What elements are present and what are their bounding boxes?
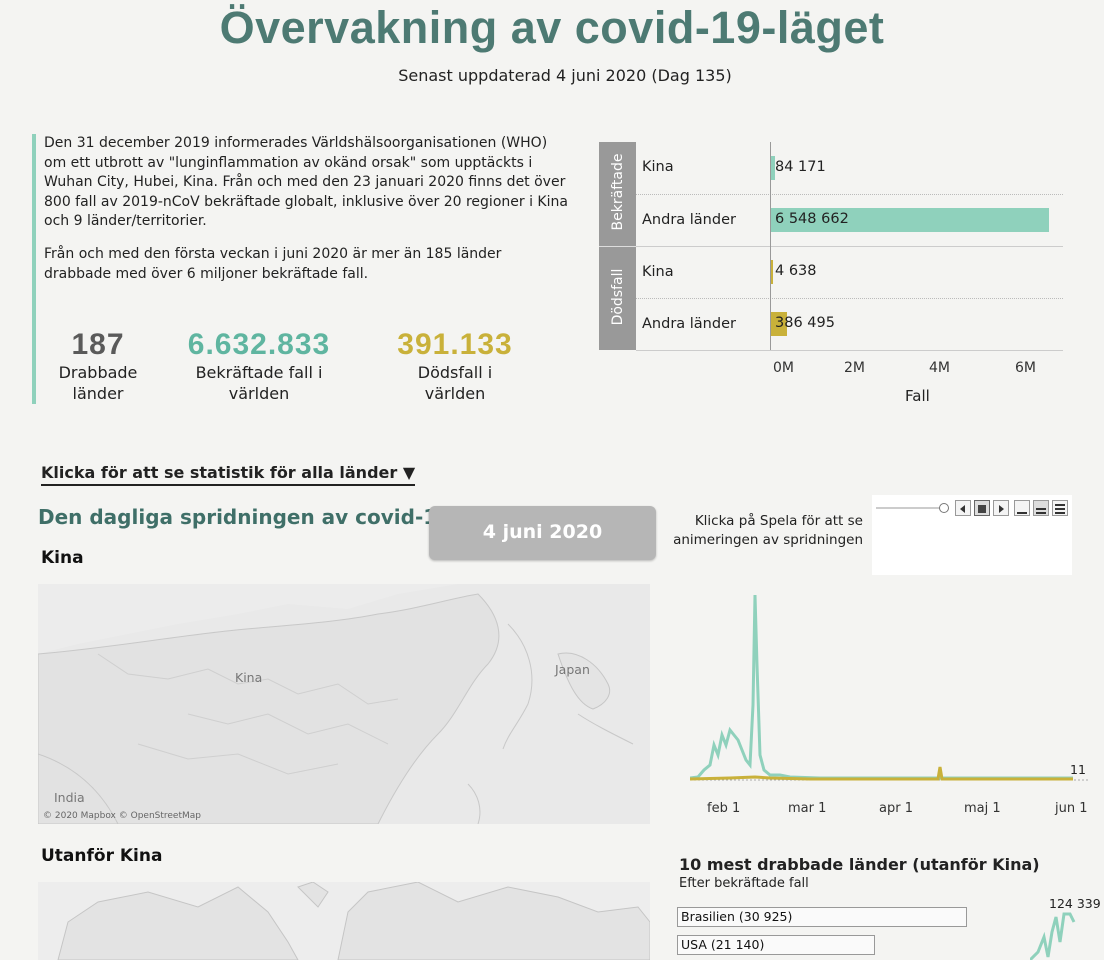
group-tab-deaths: Dödsfall	[599, 246, 636, 350]
timeline-slider-track[interactable]	[876, 507, 946, 509]
all-countries-link[interactable]: Klicka för att se statistik för alla län…	[41, 463, 416, 486]
intro-paragraph-2: Från och med den första veckan i juni 20…	[44, 245, 502, 282]
kpi-label-line2: världen	[424, 384, 486, 403]
bar-value-label: 4 638	[775, 263, 817, 279]
speed-medium-button[interactable]	[1033, 500, 1049, 516]
x-tick: jun 1	[1055, 801, 1088, 816]
kpi-deaths: 391.133 Dödsfall i världen	[382, 328, 528, 404]
last-updated-subtitle: Senast uppdaterad 4 juni 2020 (Dag 135)	[398, 66, 732, 85]
x-tick: feb 1	[707, 801, 741, 816]
bar-value-label: 386 495	[775, 315, 835, 331]
group-label-deaths: Dödsfall	[610, 268, 626, 326]
series-end-label: 11	[1070, 762, 1086, 777]
kpi-label-line1: Dödsfall i	[417, 363, 493, 382]
outside-china-heading: Utanför Kina	[41, 846, 163, 866]
play-hint-line1: Klicka på Spela för att se	[694, 513, 863, 529]
top10-title: 10 mest drabbade länder (utanför Kina)	[679, 855, 1040, 874]
bar-label: Kina	[642, 264, 674, 280]
current-date-display[interactable]: 4 juni 2020	[429, 506, 656, 560]
group-divider	[636, 246, 1063, 247]
kpi-affected-countries: 187 Drabbade länder	[42, 328, 154, 404]
map-label-japan: Japan	[555, 662, 590, 677]
x-tick: 2M	[844, 360, 865, 376]
row-divider	[636, 298, 1063, 299]
timeline-slider-handle[interactable]	[939, 503, 949, 513]
stop-button[interactable]	[974, 500, 990, 516]
x-axis-label: Fall	[905, 387, 930, 405]
china-heading: Kina	[41, 548, 84, 568]
world-map[interactable]	[38, 882, 650, 960]
x-tick: apr 1	[879, 801, 913, 816]
kpi-value: 391.133	[397, 328, 513, 361]
bar-label: Andra länder	[642, 212, 736, 228]
kpi-confirmed-cases: 6.632.833 Bekräftade fall i världen	[174, 328, 344, 404]
speed-slow-button[interactable]	[1014, 500, 1030, 516]
bar-value-label: 84 171	[775, 159, 826, 175]
x-tick: 6M	[1015, 360, 1036, 376]
speed-fast-icon	[1055, 504, 1065, 514]
stop-icon	[978, 505, 986, 513]
china-daily-line-chart: 11 feb 1 mar 1 apr 1 maj 1 jun 1	[690, 585, 1100, 825]
daily-spread-title: Den dagliga spridningen av covid-19	[38, 505, 452, 529]
bar-confirmed-other[interactable]	[771, 208, 1050, 232]
step-forward-button[interactable]	[993, 500, 1009, 516]
bar-deaths-china[interactable]	[771, 260, 773, 284]
china-deaths-series	[690, 766, 1073, 781]
map-attribution: © 2020 Mapbox © OpenStreetMap	[43, 811, 201, 821]
map-label-india: India	[54, 790, 85, 805]
x-tick: 4M	[929, 360, 950, 376]
step-back-icon	[960, 505, 965, 513]
play-hint: Klicka på Spela för att se animeringen a…	[660, 512, 863, 550]
bar-deaths-other[interactable]	[771, 312, 788, 336]
row-divider	[636, 194, 1063, 195]
x-tick: mar 1	[788, 801, 827, 816]
speed-medium-icon	[1036, 508, 1046, 514]
top10-subtitle: Efter bekräftade fall	[679, 876, 809, 891]
step-back-button[interactable]	[955, 500, 971, 516]
zero-axis	[770, 142, 771, 350]
x-tick: 0M	[773, 360, 794, 376]
china-map-shapes	[38, 584, 650, 824]
intro-panel: Den 31 december 2019 informerades Världs…	[32, 134, 572, 404]
bar-confirmed-china[interactable]	[771, 156, 775, 180]
bar-label: Andra länder	[642, 316, 736, 332]
play-hint-line2: animeringen av spridningen	[673, 532, 863, 548]
play-icon	[999, 505, 1004, 513]
world-map-shapes	[57, 882, 650, 960]
kpi-value: 187	[71, 328, 125, 361]
speed-fast-button[interactable]	[1052, 500, 1068, 516]
china-map[interactable]: Kina Japan India © 2020 Mapbox © OpenStr…	[38, 584, 650, 824]
bar-label: Kina	[642, 159, 674, 175]
x-tick: maj 1	[964, 801, 1001, 816]
kpi-label-line2: länder	[72, 384, 124, 403]
speed-slow-icon	[1017, 512, 1027, 514]
kpi-label-line1: Drabbade	[58, 363, 138, 382]
page-title: Övervakning av covid-19-läget	[219, 2, 885, 53]
china-confirmed-series	[690, 594, 1073, 780]
top10-bar[interactable]: Brasilien (30 925)	[677, 907, 967, 927]
group-tab-confirmed: Bekräftade	[599, 142, 636, 246]
map-label-china: Kina	[235, 670, 263, 685]
top10-bar[interactable]: USA (21 140)	[677, 935, 876, 955]
kpi-label-line1: Bekräftade fall i	[195, 363, 323, 382]
china-daily-svg	[690, 594, 1090, 781]
series-end-label: 124 339	[1049, 896, 1101, 911]
outside-confirmed-series	[1030, 912, 1076, 960]
group-divider	[636, 350, 1063, 351]
outside-daily-sparkline	[1030, 912, 1076, 960]
cases-bar-chart: Bekräftade Dödsfall Kina Andra länder Ki…	[599, 142, 1065, 412]
kpi-label-line2: världen	[228, 384, 290, 403]
playback-controls	[872, 495, 1072, 575]
bar-value-label: 6 548 662	[775, 211, 849, 227]
group-label-confirmed: Bekräftade	[610, 153, 626, 231]
intro-paragraph-1: Den 31 december 2019 informerades Världs…	[44, 135, 568, 230]
kpi-value: 6.632.833	[187, 328, 331, 361]
